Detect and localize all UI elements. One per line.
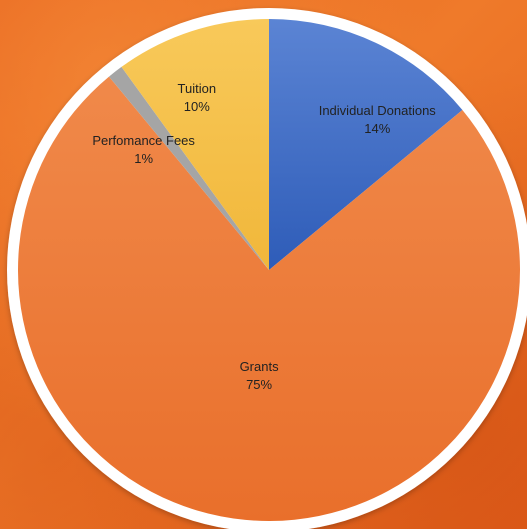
pie-labels: Individual Donations 14% Grants 75% Perfoman…	[92, 81, 436, 392]
pie-slice-individual-donations	[269, 19, 463, 270]
pie-slice-tuition	[121, 19, 269, 270]
pie-slices	[18, 19, 520, 522]
slice-category-label: Tuition	[178, 81, 217, 96]
slice-category-label: Grants	[240, 359, 280, 374]
pie-slice-perfomance-fees	[109, 66, 269, 270]
slice-percent-label: 1%	[134, 151, 153, 166]
slice-percent-label: 10%	[184, 99, 210, 114]
slice-percent-label: 75%	[246, 377, 272, 392]
pie-slice-grants	[18, 76, 520, 522]
slice-percent-label: 14%	[364, 121, 390, 136]
slice-category-label: Individual Donations	[319, 103, 437, 118]
slice-category-label: Perfomance Fees	[92, 133, 195, 148]
